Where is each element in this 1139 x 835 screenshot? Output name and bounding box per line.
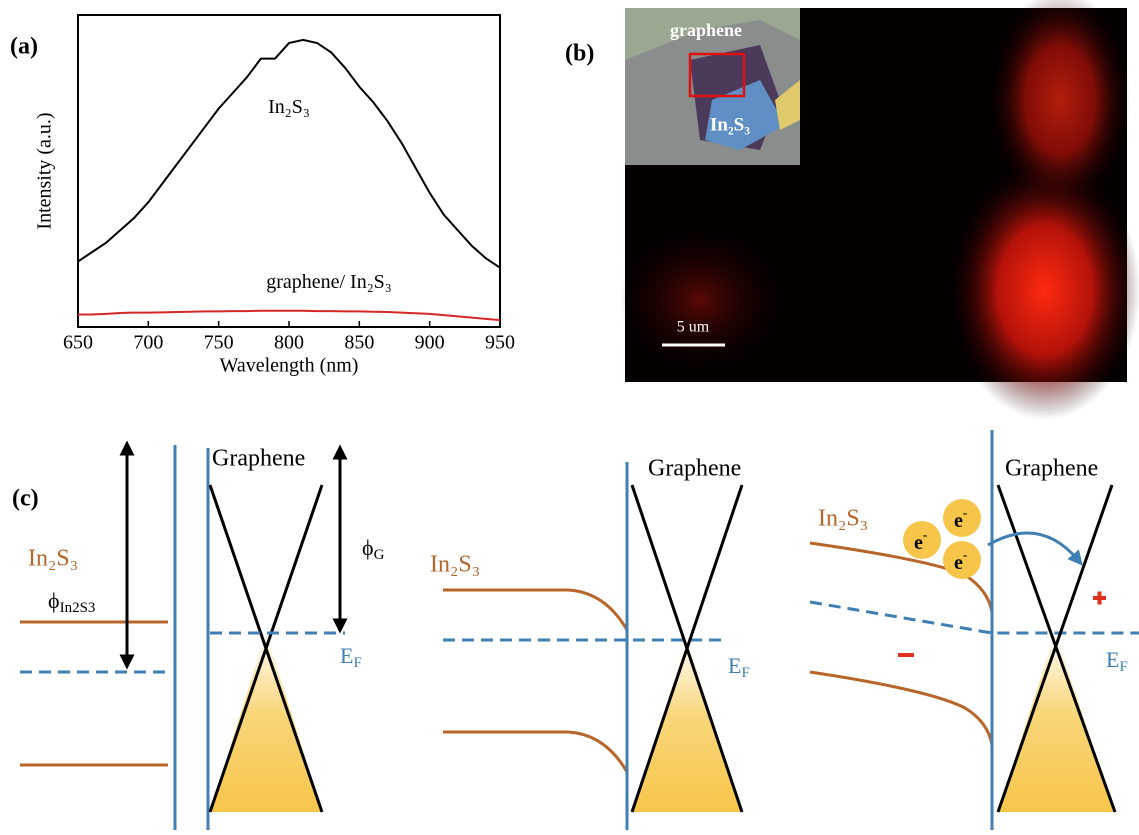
inset-flake [705,80,785,150]
material-label: In₂S₃ [28,546,78,572]
panel-label: (c) [12,486,39,512]
symbol: E [340,643,353,668]
subscript: G [374,547,385,563]
series-label: graphene/ In₂S₃ [266,271,392,293]
inset-label: In₂S₃ [710,114,750,135]
series-line [78,309,501,322]
x-tick-label: 950 [485,332,515,354]
series-label: In₂S₃ [268,96,310,118]
inset-electrode [775,80,800,130]
band-edge [443,588,629,631]
inset-box [688,52,746,98]
electron [943,499,981,537]
x-tick-label: 700 [133,332,163,354]
micrograph: graphene In₂S₃ 5 um [620,0,1139,420]
superscript: - [923,527,927,542]
dirac-cone [996,484,1114,813]
band-edge [443,730,629,773]
superscript: - [963,505,967,520]
symbol: ϕ [362,535,374,560]
phi-label: ϕG [362,535,385,563]
superscript: - [963,547,967,562]
x-tick-label: 750 [204,332,234,354]
band-edge [809,670,994,746]
panel-label: (a) [10,34,38,60]
electron-label: e- [954,547,967,574]
dirac-cone [208,484,324,813]
x-tick-label: 650 [63,332,93,354]
x-axis-label: Wavelength (nm) [220,355,359,377]
pl-glow [620,230,780,370]
symbol: E [1106,647,1119,672]
graphene-label: Graphene [1005,456,1098,482]
symbol: e [914,532,923,554]
band-diagram [809,430,1139,830]
symbol: e [954,510,963,532]
electron [943,541,981,579]
graphene-label: Graphene [212,446,305,472]
electron [903,521,941,559]
spectrum-chart: 650 700 750 800 850 900 950 Wavelength (nm) Inte… [34,14,515,377]
scale-label: 5 um [677,319,710,336]
subscript: In2S3 [60,600,96,616]
filled-states [632,640,742,812]
filled-states [998,633,1115,812]
phi-label: ϕIn2S3 [48,588,95,616]
subscript: F [1119,659,1127,675]
material-label: In₂S₃ [818,506,868,532]
pl-glow [950,160,1139,420]
band-diagram [443,462,744,830]
electron-sign [898,653,914,657]
x-tick-label: 850 [344,332,374,354]
fermi-label: EF [1106,647,1128,675]
fermi-level [809,600,1139,635]
electron-label: e- [954,505,967,532]
inset-label: graphene [670,20,742,40]
subscript: F [741,665,749,681]
electron-label: e- [914,527,927,554]
series-line [77,38,501,269]
panel-label: (b) [565,41,594,67]
fermi-label: EF [728,653,750,681]
y-axis-label: Intensity (a.u.) [34,112,56,229]
x-tick-label: 900 [415,332,445,354]
pl-glow [990,0,1130,210]
hole-sign [1097,591,1102,605]
dirac-cone [630,484,744,813]
symbol: E [728,653,741,678]
filled-states [210,633,322,812]
band-diagram [20,440,348,830]
subscript: F [353,655,361,671]
graphene-label: Graphene [648,456,741,482]
x-tick-label: 800 [274,332,304,354]
transfer-arrow [987,531,1083,566]
fermi-label: EF [340,643,362,671]
symbol: e [954,552,963,574]
material-label: In₂S₃ [430,552,480,578]
symbol: ϕ [48,588,60,613]
